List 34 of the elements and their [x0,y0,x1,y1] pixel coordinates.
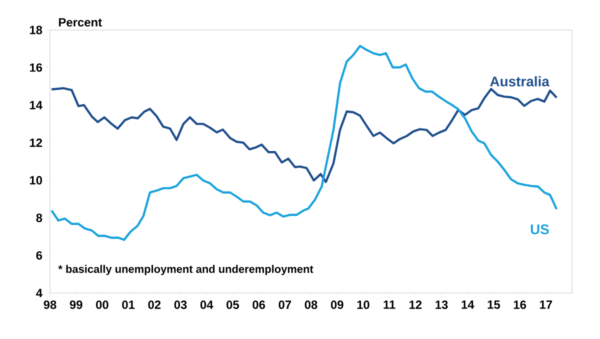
y-tick-label: 8 [36,214,42,222]
annotation: * basically unemployment and underemployment [58,264,314,276]
series-label: US [530,224,549,234]
x-tick-label: 08 [304,300,318,309]
x-tick-label: 12 [410,300,422,309]
x-tick-label: 16 [514,300,526,309]
x-tick-label: 99 [70,300,82,309]
series-label: Australia [490,76,550,86]
line-series [50,87,558,184]
x-tick-label: 09 [330,300,344,309]
x-tick-label: 98 [44,300,56,309]
x-tick-label: 17 [540,300,552,309]
x-tick-label: 14 [462,300,474,309]
x-tick-label: 07 [278,300,292,309]
y-tick-label: 4 [36,288,42,298]
x-tick-label: 04 [200,300,214,309]
x-tick-label: 00 [96,300,108,309]
x-tick-label: 06 [252,300,266,309]
x-tick-label: 10 [357,300,370,309]
y-axis-title: Percent [59,18,102,27]
y-tick-label: 18 [30,26,42,34]
x-tick-label: 02 [148,300,161,309]
y-tick-label: 12 [30,138,42,147]
x-tick-label: 01 [122,300,135,309]
y-tick-label: 10 [30,176,42,185]
x-tick-label: 03 [174,300,187,310]
y-tick-label: 16 [30,63,42,72]
y-tick-label: 6 [36,251,42,260]
line-series [50,44,558,241]
y-tick-label: 14 [30,101,42,110]
x-tick-label: 05 [226,300,240,309]
x-tick-label: 15 [488,300,500,309]
x-tick-label: 13 [436,300,448,310]
x-tick-label: 11 [384,300,396,309]
